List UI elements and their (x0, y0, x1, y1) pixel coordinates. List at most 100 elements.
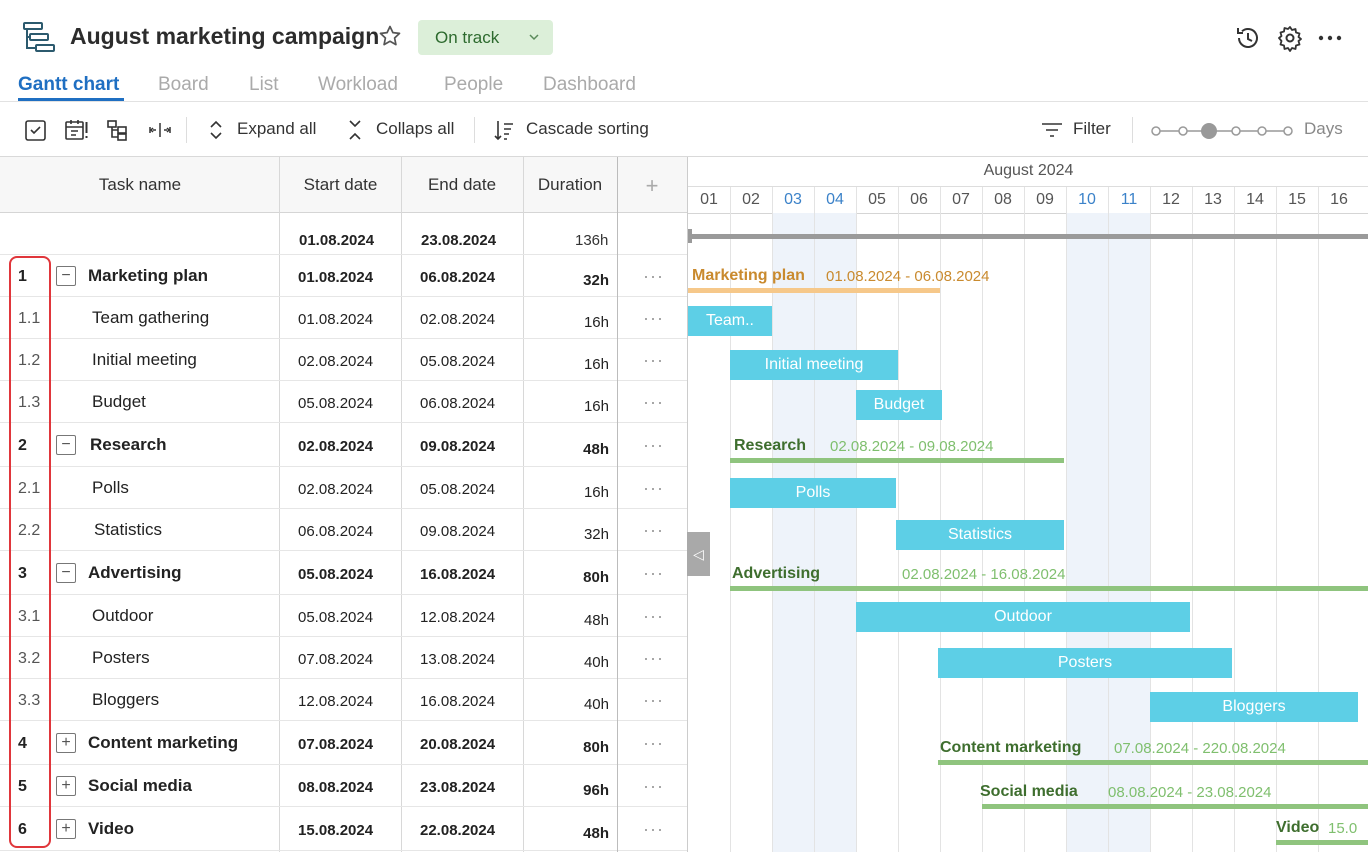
end-date[interactable]: 09.08.2024 (420, 523, 496, 540)
task-group-row[interactable]: 2 − Research 02.08.2024 09.08.2024 48h ··· (0, 423, 687, 467)
duration[interactable]: 40h (583, 654, 609, 671)
task-row[interactable]: 1.1 Team gathering 01.08.2024 02.08.2024 16h… (0, 297, 687, 339)
hierarchy-icon[interactable] (106, 118, 130, 142)
duration[interactable]: 40h (583, 696, 609, 713)
task-bar[interactable]: Polls (730, 478, 896, 508)
end-date[interactable]: 09.08.2024 (420, 438, 496, 455)
summary-bar[interactable] (1276, 840, 1368, 845)
tab-list[interactable]: List (249, 74, 279, 95)
task-row[interactable]: 2.2 Statistics 06.08.2024 09.08.2024 32h ··· (0, 509, 687, 551)
start-date[interactable]: 05.08.2024 (298, 566, 374, 583)
duration[interactable]: 48h (583, 612, 609, 629)
expand-toggle[interactable]: + (56, 733, 76, 753)
row-menu-icon[interactable]: ··· (643, 733, 664, 753)
start-date[interactable]: 06.08.2024 (298, 523, 374, 540)
row-menu-icon[interactable]: ··· (643, 563, 664, 583)
start-date[interactable]: 01.08.2024 (298, 311, 374, 328)
start-date[interactable]: 07.08.2024 (298, 736, 374, 753)
status-dropdown[interactable]: On track (418, 20, 553, 55)
gear-icon[interactable] (1276, 24, 1304, 52)
task-name[interactable]: Social media (88, 776, 192, 795)
summary-bar[interactable] (688, 288, 940, 293)
start-date[interactable]: 08.08.2024 (298, 779, 374, 796)
task-name[interactable]: Posters (92, 648, 150, 667)
row-menu-icon[interactable]: ··· (643, 606, 664, 626)
task-row[interactable]: 3.1 Outdoor 05.08.2024 12.08.2024 48h ··· (0, 595, 687, 637)
end-date[interactable]: 12.08.2024 (420, 609, 496, 626)
expand-toggle[interactable]: + (56, 776, 76, 796)
duration[interactable]: 16h (583, 314, 609, 331)
more-horizontal-icon[interactable] (1316, 24, 1344, 52)
tab-workload[interactable]: Workload (318, 74, 398, 95)
tab-gantt-chart[interactable]: Gantt chart (18, 74, 120, 95)
end-date[interactable]: 23.08.2024 (420, 779, 496, 796)
task-row[interactable]: 3.3 Bloggers 12.08.2024 16.08.2024 40h ··· (0, 679, 687, 721)
duration[interactable]: 80h (583, 739, 609, 756)
tab-dashboard[interactable]: Dashboard (543, 74, 636, 95)
start-date[interactable]: 02.08.2024 (298, 438, 374, 455)
row-menu-icon[interactable]: ··· (643, 648, 664, 668)
task-name[interactable]: Statistics (94, 520, 163, 539)
end-date[interactable]: 16.08.2024 (420, 693, 496, 710)
task-bar[interactable]: Team.. (688, 306, 772, 336)
row-menu-icon[interactable]: ··· (643, 520, 664, 540)
filter-button[interactable]: Filter (1073, 119, 1111, 138)
end-date[interactable]: 22.08.2024 (420, 822, 496, 839)
collapse-all-button[interactable]: Collaps all (376, 119, 455, 138)
task-name[interactable]: Outdoor (92, 606, 154, 625)
end-date[interactable]: 20.08.2024 (420, 736, 496, 753)
task-name[interactable]: Team gathering (92, 308, 210, 327)
task-group-row[interactable]: 5 + Social media 08.08.2024 23.08.2024 96h ··· (0, 765, 687, 807)
checkbox-icon[interactable] (24, 118, 48, 142)
history-icon[interactable] (1234, 24, 1262, 52)
task-bar[interactable]: Bloggers (1150, 692, 1358, 722)
end-date[interactable]: 05.08.2024 (420, 353, 496, 370)
collapse-toggle[interactable]: − (56, 563, 76, 583)
task-group-row[interactable]: 4 + Content marketing 07.08.2024 20.08.2024 8… (0, 721, 687, 765)
tab-board[interactable]: Board (158, 74, 209, 95)
summary-bar[interactable] (938, 760, 1368, 765)
duration[interactable]: 32h (583, 526, 609, 543)
task-group-row[interactable]: 6 + Video 15.08.2024 22.08.2024 48h ··· (0, 807, 687, 851)
duration[interactable]: 32h (583, 272, 609, 289)
task-bar[interactable]: Initial meeting (730, 350, 898, 380)
row-menu-icon[interactable]: ··· (643, 478, 664, 498)
end-date[interactable]: 06.08.2024 (420, 395, 496, 412)
end-date[interactable]: 13.08.2024 (420, 651, 496, 668)
task-name[interactable]: Bloggers (92, 690, 160, 709)
task-name[interactable]: Polls (92, 478, 129, 497)
summary-bar[interactable] (982, 804, 1368, 809)
summary-bar[interactable] (730, 458, 1064, 463)
row-menu-icon[interactable]: ··· (643, 392, 664, 412)
column-header-start-date[interactable]: Start date (303, 175, 378, 194)
star-icon[interactable] (378, 24, 402, 48)
collapse-toggle[interactable]: − (56, 266, 76, 286)
collapse-panel-button[interactable]: ◁ (687, 532, 710, 576)
task-row[interactable]: 3.2 Posters 07.08.2024 13.08.2024 40h ··· (0, 637, 687, 679)
grid-splitter[interactable] (617, 157, 618, 852)
cascade-sorting-button[interactable]: Cascade sorting (526, 119, 649, 138)
column-header-duration[interactable]: Duration (537, 175, 603, 194)
collapse-toggle[interactable]: − (56, 435, 76, 455)
start-date[interactable]: 12.08.2024 (298, 693, 374, 710)
start-date[interactable]: 05.08.2024 (298, 395, 374, 412)
zoom-slider[interactable] (1150, 120, 1296, 142)
column-width-icon[interactable] (148, 118, 172, 142)
task-name[interactable]: Content marketing (88, 733, 239, 752)
row-menu-icon[interactable]: ··· (643, 776, 664, 796)
start-date[interactable]: 05.08.2024 (298, 609, 374, 626)
task-name[interactable]: Research (90, 435, 167, 454)
duration[interactable]: 48h (583, 825, 609, 842)
duration[interactable]: 16h (583, 484, 609, 501)
tab-people[interactable]: People (444, 74, 504, 95)
start-date[interactable]: 02.08.2024 (298, 481, 374, 498)
start-date[interactable]: 15.08.2024 (298, 822, 374, 839)
end-date[interactable]: 16.08.2024 (420, 566, 496, 583)
task-bar[interactable]: Posters (938, 648, 1232, 678)
summary-bar[interactable] (730, 586, 1368, 591)
column-header-end-date[interactable]: End date (427, 175, 497, 194)
row-menu-icon[interactable]: ··· (643, 266, 664, 286)
column-header-task-name[interactable]: Task name (98, 175, 182, 194)
calendar-alert-icon[interactable] (65, 118, 89, 142)
end-date[interactable]: 06.08.2024 (420, 269, 496, 286)
